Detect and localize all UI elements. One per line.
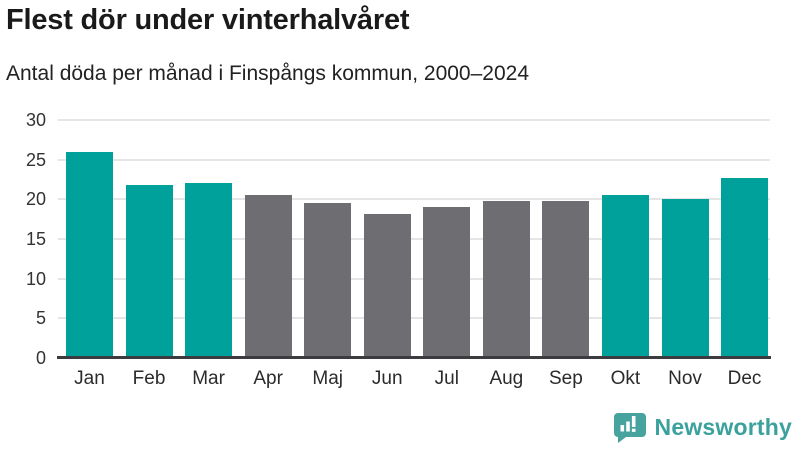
x-axis: Jan Feb Mar Apr Maj Jun Jul Aug Sep Okt Nov Dec — [58, 368, 770, 394]
x-tick-label-mar: Mar — [192, 368, 225, 389]
chart-title: Flest dör under vinterhalvåret — [6, 4, 410, 36]
logo-exclamation-stem — [631, 416, 636, 427]
x-tick-label-jul: Jul — [434, 368, 459, 389]
bar-okt — [601, 195, 649, 358]
bar-mar — [185, 182, 233, 358]
y-tick-label-15: 15 — [25, 229, 46, 249]
bar-aug — [482, 200, 530, 358]
bar-jun — [363, 213, 411, 358]
plot-area — [57, 119, 771, 359]
x-tick-label-apr: Apr — [253, 368, 283, 389]
x-tick-label-jan: Jan — [74, 368, 105, 389]
y-tick-label-0: 0 — [35, 348, 46, 368]
logo-bar-1 — [620, 425, 624, 432]
bar-maj — [304, 203, 352, 358]
x-tick-label-maj: Maj — [312, 368, 343, 389]
y-tick-label-20: 20 — [25, 189, 46, 210]
bar-chart-speech-bubble-icon — [613, 413, 646, 443]
logo-bar-2 — [625, 421, 630, 432]
y-tick-label-5: 5 — [35, 308, 46, 329]
y-axis: 0 5 10 15 20 25 30 — [0, 111, 46, 367]
x-tick-label-dec: Dec — [727, 368, 762, 389]
x-tick-label-jun: Jun — [371, 368, 403, 389]
gridline-25 — [58, 158, 770, 161]
logo-exclamation-dot — [631, 428, 636, 432]
y-tick-label-10: 10 — [25, 268, 46, 289]
bar-jan — [66, 151, 113, 358]
speech-bubble-shape — [613, 413, 646, 443]
bar-dec — [721, 177, 769, 358]
chart-subtitle: Antal döda per månad i Finspångs kommun,… — [6, 62, 530, 85]
gridline-10 — [58, 277, 770, 280]
gridline-5 — [58, 317, 770, 320]
bar-jul — [423, 207, 471, 358]
y-tick-label-25: 25 — [25, 149, 46, 170]
x-tick-label-nov: Nov — [668, 368, 702, 389]
x-axis-line — [57, 356, 771, 359]
gridline-15 — [58, 238, 770, 240]
y-tick-label-30: 30 — [25, 110, 46, 130]
bar-sep — [542, 200, 590, 358]
bar-feb — [125, 185, 173, 358]
gridline-20 — [58, 198, 770, 201]
gridline-30 — [58, 119, 770, 121]
x-tick-label-sep: Sep — [548, 368, 583, 389]
bar-nov — [661, 198, 709, 358]
x-tick-label-feb: Feb — [132, 368, 166, 389]
newsworthy-logo: Newsworthy — [613, 410, 792, 444]
bar-apr — [244, 194, 292, 358]
newsworthy-logo-text: Newsworthy — [654, 413, 792, 440]
x-tick-label-aug: Aug — [489, 368, 524, 389]
x-tick-label-okt: Okt — [610, 368, 641, 389]
